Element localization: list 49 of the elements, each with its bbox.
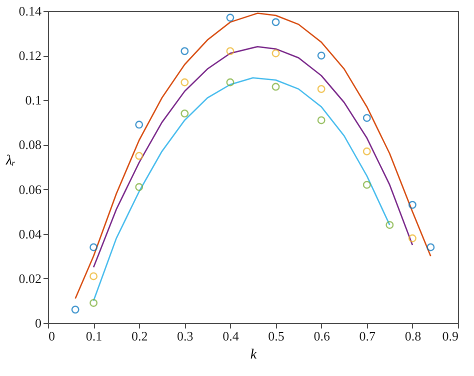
point: [90, 243, 98, 252]
point: [317, 52, 326, 60]
x-tick-label: 0.5: [268, 328, 284, 344]
point: [408, 200, 416, 209]
point: [180, 110, 189, 118]
y-tick-label: 0.12: [18, 48, 42, 64]
x-axis-title: k: [250, 348, 258, 362]
point: [272, 49, 280, 58]
point: [272, 18, 280, 26]
point: [90, 298, 98, 307]
y-tick-label: 0.1: [25, 92, 42, 108]
y-tick-label: 0: [35, 316, 42, 330]
y-tick-label: 0.04: [18, 226, 42, 242]
point: [426, 243, 435, 252]
point: [408, 234, 416, 242]
point: [71, 306, 80, 314]
point: [362, 180, 371, 189]
point: [180, 47, 189, 56]
y-tick-label: 0.06: [18, 182, 42, 197]
x-tick-label: 0.4: [222, 328, 240, 344]
x-tick-label: 0.9: [442, 328, 458, 344]
x-tick-label: 0.6: [314, 328, 330, 344]
line-series: [92, 46, 414, 268]
line-series: [92, 77, 390, 302]
point: [362, 114, 371, 122]
point: [317, 85, 326, 93]
y-tick-label: 0.02: [18, 270, 42, 286]
point: [362, 147, 371, 156]
point: [135, 120, 144, 129]
x-tick-label: 0: [48, 328, 55, 344]
line-series: [74, 12, 432, 300]
x-tick-label: 0.1: [86, 328, 102, 344]
y-tick-label: 0.08: [18, 137, 42, 152]
x-tick-label: 0.8: [404, 328, 422, 344]
point: [272, 82, 280, 91]
point: [226, 78, 234, 86]
y-tick-label: 0.14: [18, 4, 42, 18]
y-axis-title: λᵣ: [4, 154, 16, 168]
point: [226, 14, 234, 22]
x-tick-label: 0.3: [177, 328, 194, 344]
point: [317, 116, 326, 124]
point: [135, 183, 144, 192]
point: [386, 220, 394, 229]
point: [135, 152, 144, 160]
point: [180, 78, 189, 86]
x-tick-label: 0.2: [131, 328, 148, 344]
point: [226, 47, 234, 56]
point: [90, 272, 98, 280]
x-tick-label: 0.7: [359, 328, 376, 344]
